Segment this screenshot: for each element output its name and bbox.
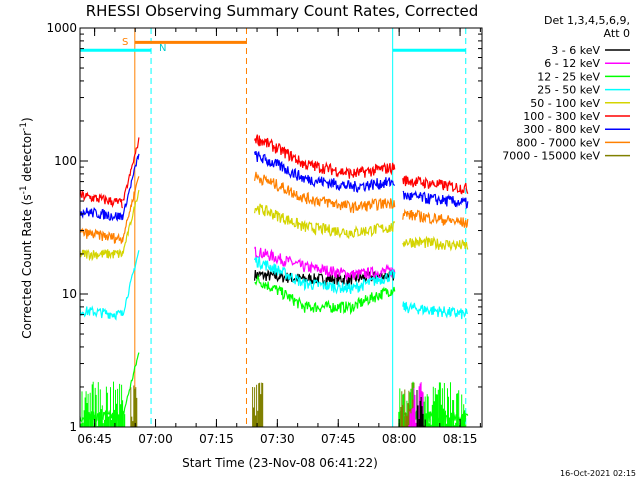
- x-tick-label-5: 08:00: [382, 432, 417, 446]
- y-axis-label-main: Corrected Count Rate (s: [20, 194, 34, 338]
- footer-timestamp: 16-Oct-2021 02:15: [560, 469, 636, 478]
- legend-label-7: 800 - 7000 keV: [516, 136, 600, 149]
- low-count-spikes-0-0: [79, 381, 126, 427]
- legend-label-8: 7000 - 15000 keV: [502, 150, 600, 163]
- x-tick-label-6: 08:15: [443, 432, 478, 446]
- x-axis: 06:45 07:00 07:15 07:30 07:45 08:00 08:15: [77, 28, 481, 446]
- series-line-3: [79, 250, 468, 321]
- flag-label-s: S: [122, 37, 128, 48]
- x-axis-label: Start Time (23-Nov-08 06:41:22): [182, 456, 378, 470]
- legend-label-0: 3 - 6 keV: [551, 44, 600, 57]
- y-axis-label: Corrected Count Rate (s-1 detector-1): [19, 117, 34, 338]
- y-axis-label-sup2: -1: [19, 122, 29, 131]
- series-line-6: [79, 150, 469, 222]
- plot-content: [79, 28, 469, 427]
- series-line-4: [79, 189, 469, 262]
- series-line-7: [79, 171, 469, 245]
- legend-header-line2: Att 0: [604, 27, 630, 40]
- x-tick-label-2: 07:15: [199, 432, 234, 446]
- legend-label-2: 12 - 25 keV: [537, 70, 600, 83]
- flag-label-n: N: [159, 43, 166, 54]
- legend-label-1: 6 - 12 keV: [544, 57, 600, 70]
- y-axis-label-end: ): [20, 117, 34, 122]
- x-tick-label-1: 07:00: [138, 432, 173, 446]
- low-count-spikes-1-1: [252, 382, 264, 427]
- y-tick-label-1: 10: [62, 287, 77, 301]
- y-tick-label-0: 1: [69, 420, 77, 434]
- series-line-5: [79, 134, 469, 209]
- series-line-1: [254, 246, 396, 281]
- low-count-spikes-1-0: [130, 385, 138, 427]
- x-tick-label-3: 07:30: [260, 432, 295, 446]
- y-axis: 1 10 100 1000: [46, 21, 482, 434]
- legend-label-6: 300 - 800 keV: [523, 123, 600, 136]
- legend-label-4: 50 - 100 keV: [530, 97, 600, 110]
- legend-label-5: 100 - 300 keV: [523, 110, 600, 123]
- x-tick-label-4: 07:45: [321, 432, 356, 446]
- legend-label-3: 25 - 50 keV: [537, 84, 600, 97]
- legend-header-line1: Det 1,3,4,5,6,9,: [544, 14, 630, 27]
- y-tick-label-2: 100: [54, 154, 77, 168]
- y-tick-label-3: 1000: [46, 21, 77, 35]
- x-tick-label-0: 06:45: [77, 432, 112, 446]
- chart-title: RHESSI Observing Summary Count Rates, Co…: [86, 2, 479, 20]
- plot-frame: [79, 27, 483, 428]
- y-axis-label-sup1: -1: [19, 185, 29, 194]
- y-axis-label-mid: detector: [20, 131, 34, 186]
